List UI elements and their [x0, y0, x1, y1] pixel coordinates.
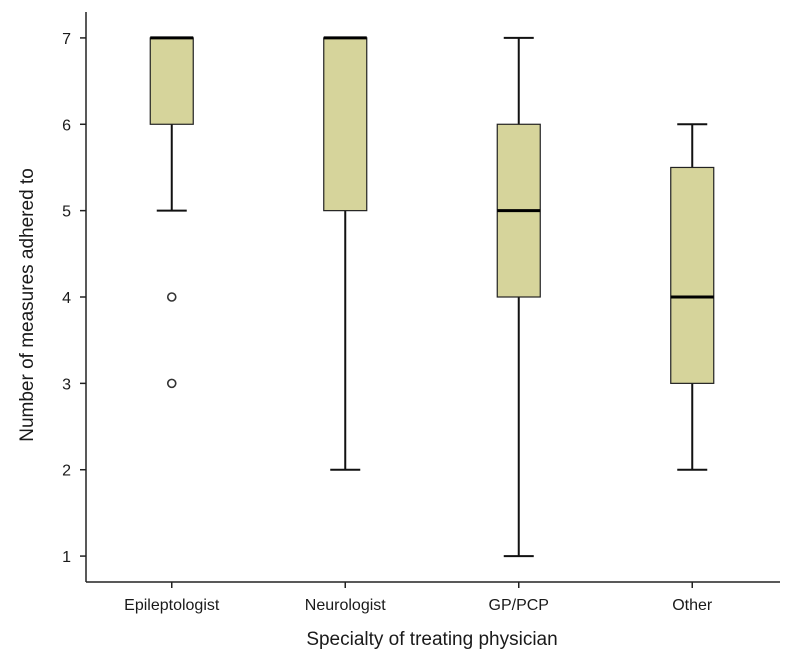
- boxes: [149, 36, 715, 558]
- x-tick-label: Neurologist: [305, 597, 386, 614]
- y-tick-label: 5: [62, 204, 71, 221]
- x-ticks: Epileptologist Neurologist GP/PCP Other: [124, 582, 713, 614]
- x-tick-label: Epileptologist: [124, 597, 220, 614]
- y-ticks: 1 2 3 4 5 6 7: [62, 31, 86, 566]
- y-tick-label: 1: [62, 549, 71, 566]
- y-tick-label: 7: [62, 31, 71, 48]
- y-axis-title: Number of measures adhered to: [17, 168, 38, 442]
- box-other: [670, 123, 715, 471]
- x-tick-label: Other: [672, 597, 713, 614]
- iqr-box: [323, 37, 368, 212]
- outlier-point: [166, 292, 177, 302]
- y-tick-label: 3: [62, 376, 71, 393]
- x-axis-title: Specialty of treating physician: [306, 629, 557, 650]
- box-neurologist: [323, 36, 368, 471]
- iqr-box: [670, 166, 715, 384]
- box-gp-pcp: [496, 36, 541, 558]
- x-tick-label: GP/PCP: [489, 597, 549, 614]
- y-tick-label: 2: [62, 463, 71, 480]
- iqr-box: [149, 37, 194, 125]
- y-tick-label: 4: [62, 290, 71, 307]
- outlier-point: [166, 378, 177, 389]
- box-epileptologist: [149, 36, 194, 389]
- y-tick-label: 6: [62, 117, 71, 134]
